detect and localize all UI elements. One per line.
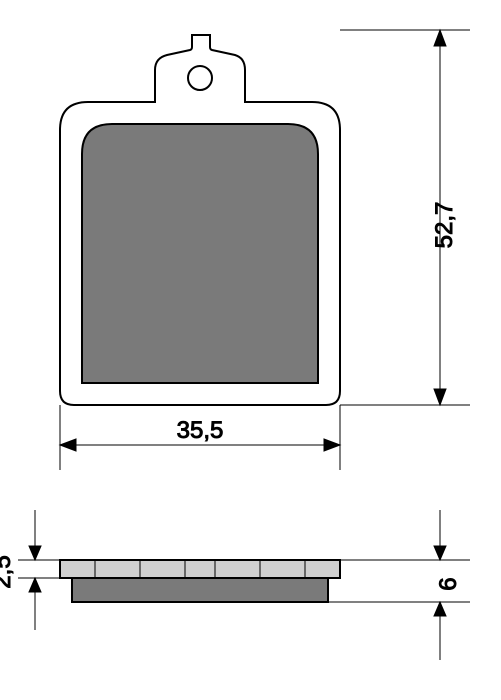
dim-thickness-metal: 2,5 xyxy=(0,510,60,630)
front-view xyxy=(60,35,340,405)
dim-height-label: 52,7 xyxy=(431,202,458,249)
technical-drawing: 52,7 35,5 xyxy=(0,0,501,700)
dim-width-label: 35,5 xyxy=(177,417,224,444)
side-metal-plate xyxy=(60,560,340,578)
tab-hole xyxy=(188,66,212,90)
dim-height: 52,7 xyxy=(340,30,470,405)
dim-thickness-total-label: 6 xyxy=(435,577,462,590)
pad-friction-face xyxy=(82,124,318,383)
dim-thickness-total: 6 xyxy=(328,510,470,660)
side-friction-layer xyxy=(72,578,328,602)
dim-thickness-metal-label: 2,5 xyxy=(0,555,16,588)
dim-width: 35,5 xyxy=(60,405,340,470)
side-view xyxy=(60,560,340,602)
